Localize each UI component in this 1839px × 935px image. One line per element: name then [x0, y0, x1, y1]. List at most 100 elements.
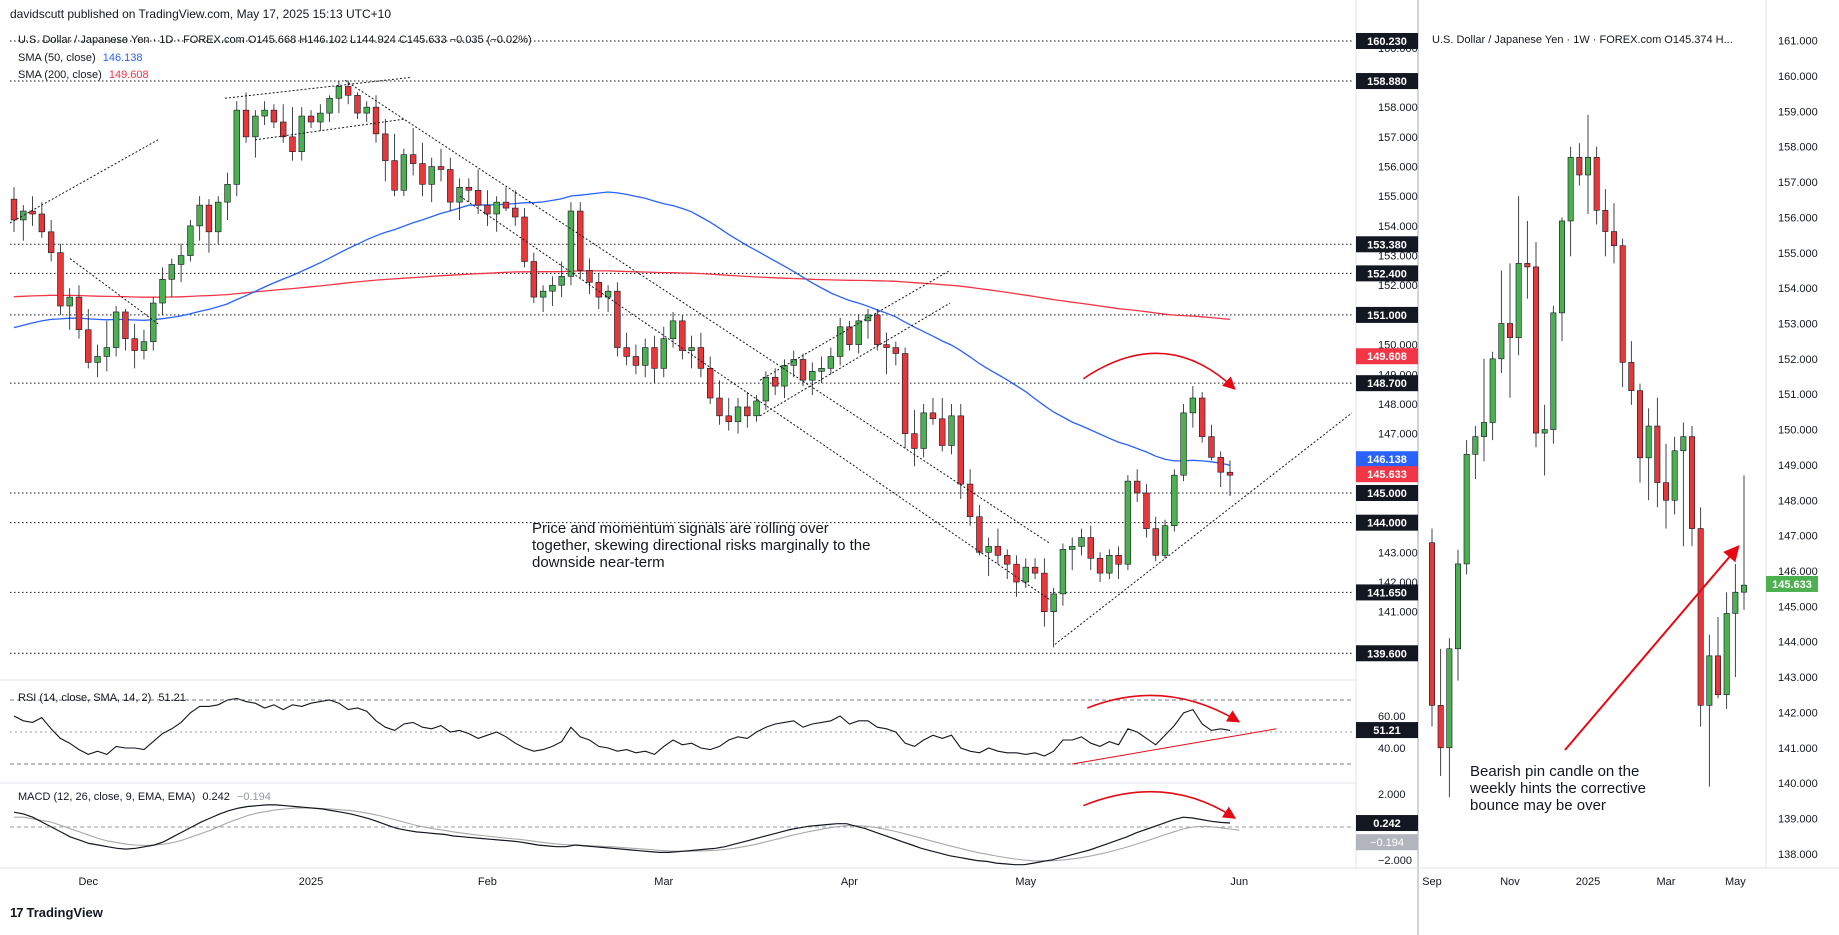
- daily-candle: [363, 106, 370, 114]
- daily-candle: [744, 406, 751, 417]
- trendline-top-channel-lower: [254, 118, 406, 141]
- daily-candle: [781, 365, 788, 387]
- macd-value-tag: [1356, 815, 1418, 832]
- daily-candle: [131, 338, 138, 351]
- daily-y-tick: 158.000: [1378, 102, 1418, 114]
- rsi-title: RSI (14, close, SMA, 14, 2) 51.21: [18, 692, 186, 704]
- weekly-candle: [1663, 482, 1669, 501]
- weekly-candle: [1680, 436, 1687, 452]
- daily-candle: [1161, 525, 1169, 556]
- macd-title-label: MACD (12, 26, close, 9, EMA, EMA): [18, 791, 196, 803]
- daily-candle: [205, 204, 213, 233]
- daily-candle: [632, 356, 640, 366]
- weekly-title: U.S. Dollar / Japanese Yen · 1W · FOREX.…: [1432, 34, 1733, 46]
- level-label: 158.880: [1367, 76, 1407, 88]
- daily-candle: [901, 353, 909, 434]
- macd-y-tick: −2.000: [1378, 855, 1412, 867]
- weekly-y-tick: 152.000: [1778, 354, 1818, 366]
- daily-y-tick: 143.000: [1378, 547, 1418, 559]
- daily-candle: [75, 296, 83, 331]
- daily-candle: [1189, 397, 1197, 414]
- daily-candle: [1041, 572, 1048, 613]
- daily-candle: [957, 415, 964, 485]
- daily-candle: [994, 546, 1002, 556]
- daily-candle: [47, 231, 55, 253]
- macd-signal-line: [14, 807, 1240, 862]
- daily-candle: [642, 347, 649, 366]
- rsi-y-tick: 40.00: [1378, 743, 1406, 755]
- daily-candle: [836, 326, 844, 357]
- daily-candle: [280, 121, 287, 138]
- daily-candle: [1031, 566, 1039, 574]
- daily-candle: [196, 204, 203, 227]
- weekly-candle: [1550, 312, 1557, 430]
- daily-candle: [586, 270, 593, 283]
- daily-candle: [354, 94, 361, 114]
- sma200-price-tag: [1356, 348, 1418, 365]
- sma200-legend-value: 149.608: [108, 69, 149, 81]
- daily-candle: [1087, 537, 1094, 559]
- daily-candle: [521, 216, 528, 262]
- weekly-y-tick: 138.000: [1778, 849, 1818, 861]
- weekly-annotation: Bearish pin candle on the weekly hints t…: [1470, 763, 1646, 814]
- daily-y-tick: 141.000: [1378, 607, 1418, 619]
- daily-candle: [679, 320, 686, 351]
- daily-candle: [307, 115, 315, 123]
- daily-candle: [224, 184, 231, 203]
- daily-candle: [112, 311, 120, 348]
- daily-candle: [29, 210, 36, 215]
- weekly-y-tick: 148.000: [1778, 495, 1818, 507]
- daily-candle: [1078, 537, 1085, 547]
- weekly-x-tick: May: [1725, 876, 1746, 888]
- daily-candle: [1096, 557, 1104, 574]
- daily-y-tick: 155.000: [1378, 191, 1418, 203]
- weekly-candle: [1533, 266, 1539, 434]
- weekly-y-tick: 154.000: [1778, 283, 1818, 295]
- weekly-candle: [1507, 323, 1513, 338]
- weekly-y-tick: 161.000: [1778, 36, 1818, 48]
- daily-candle: [261, 109, 268, 117]
- macd-y-tick: 2.000: [1378, 789, 1406, 801]
- trendline-falling-lower: [459, 195, 1051, 601]
- daily-candle: [474, 189, 482, 206]
- level-label: 144.000: [1367, 518, 1407, 530]
- daily-candle: [1124, 480, 1132, 565]
- daily-candle: [242, 109, 250, 138]
- rsi-value-tag: [1356, 722, 1418, 739]
- weekly-candle: [1619, 245, 1626, 363]
- weekly-y-tick: 160.000: [1778, 71, 1818, 83]
- daily-candle: [1171, 474, 1178, 526]
- weekly-candle: [1455, 563, 1461, 650]
- daily-candle: [140, 341, 148, 351]
- daily-candle: [530, 261, 537, 298]
- rsi-y-tick: 60.00: [1378, 711, 1406, 723]
- daily-x-tick: 2025: [299, 876, 323, 888]
- weekly-y-tick: 141.000: [1778, 743, 1818, 755]
- trendline-bear-flag-upper: [759, 269, 951, 381]
- weekly-y-tick: 139.000: [1778, 813, 1818, 825]
- daily-x-tick: Apr: [841, 876, 858, 888]
- weekly-candle: [1611, 231, 1617, 246]
- daily-candle: [660, 338, 667, 369]
- daily-candle: [846, 326, 853, 345]
- weekly-candle: [1567, 156, 1574, 222]
- daily-candle: [1217, 457, 1224, 473]
- daily-candle: [1004, 555, 1011, 565]
- daily-candle: [10, 198, 18, 221]
- weekly-y-tick: 151.000: [1778, 389, 1818, 401]
- daily-candle: [1180, 412, 1187, 476]
- daily-candle: [344, 86, 352, 96]
- daily-candle: [493, 201, 500, 215]
- daily-candle: [66, 296, 73, 307]
- weekly-candle: [1481, 422, 1487, 437]
- tradingview-brand[interactable]: 17 TradingView: [10, 905, 103, 920]
- daily-candle: [939, 418, 946, 446]
- daily-candle: [669, 320, 677, 339]
- daily-candle: [948, 415, 955, 446]
- trendline-falling-upper: [344, 80, 1051, 544]
- daily-candle: [734, 406, 742, 423]
- daily-x-tick: Jun: [1230, 876, 1248, 888]
- weekly-candle: [1645, 425, 1652, 459]
- daily-candle: [818, 368, 825, 372]
